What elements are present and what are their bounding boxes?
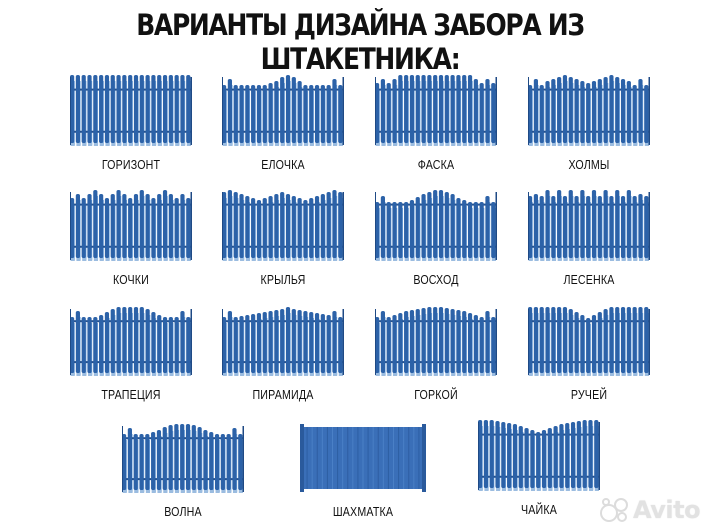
fence-illustration (222, 75, 344, 146)
fence-krylya: КРЫЛЬЯ (222, 190, 344, 287)
fence-shahmatka: ШАХМАТКА (300, 424, 426, 519)
fence-elochka: ЕЛОЧКА (222, 75, 344, 172)
fence-label: ЕЛОЧКА (261, 157, 305, 172)
fence-illustration (478, 420, 600, 491)
fence-piramida: ПИРАМИДА (222, 307, 344, 402)
fence-label: ПИРАМИДА (252, 387, 314, 402)
fence-label: ГОРКОЙ (414, 387, 458, 402)
fence-label: ВОЛНА (164, 504, 202, 519)
fence-label: ФАСКА (417, 157, 455, 172)
fence-label: КОЧКИ (113, 272, 149, 287)
fence-illustration (222, 190, 344, 261)
fence-label: ШАХМАТКА (332, 504, 394, 519)
fence-illustration (528, 307, 650, 376)
fence-label: ТРАПЕЦИЯ (101, 387, 161, 402)
fence-trapeciya: ТРАПЕЦИЯ (70, 307, 192, 402)
fence-label: ГОРИЗОНТ (101, 157, 161, 172)
fence-illustration (70, 75, 192, 146)
fence-faska: ФАСКА (375, 75, 497, 172)
fence-chayka: ЧАЙКА (478, 420, 600, 517)
fence-kochki: КОЧКИ (70, 190, 192, 287)
fence-illustration (222, 307, 344, 376)
fence-label: РУЧЕЙ (570, 387, 608, 402)
page-title: ВАРИАНТЫ ДИЗАЙНА ЗАБОРА ИЗ ШТАКЕТНИКА: (136, 8, 585, 76)
fence-volna: ВОЛНА (122, 424, 244, 519)
fence-voshod: ВОСХОД (375, 190, 497, 287)
watermark-text: Avito (633, 496, 701, 524)
fence-illustration (528, 190, 650, 261)
fence-label: ХОЛМЫ (568, 157, 610, 172)
fence-illustration (528, 75, 650, 146)
fence-holmy: ХОЛМЫ (528, 75, 650, 172)
fence-illustration (70, 307, 192, 376)
avito-watermark: Avito (600, 494, 718, 526)
fence-label: КРЫЛЬЯ (260, 272, 306, 287)
fence-illustration (375, 307, 497, 376)
fence-illustration (375, 75, 497, 146)
fence-label: ЛЕСЕНКА (563, 272, 615, 287)
fence-label: ЧАЙКА (520, 502, 558, 517)
avito-dots-icon (600, 498, 628, 522)
fence-illustration (122, 424, 244, 493)
fence-illustration (300, 424, 426, 492)
fence-gorizont: ГОРИЗОНТ (70, 75, 192, 172)
fence-lesenka: ЛЕСЕНКА (528, 190, 650, 287)
fence-illustration (375, 190, 497, 261)
fence-illustration (70, 190, 192, 261)
fence-ruchey: РУЧЕЙ (528, 307, 650, 402)
fence-label: ВОСХОД (413, 272, 459, 287)
fence-gorkoy: ГОРКОЙ (375, 307, 497, 402)
